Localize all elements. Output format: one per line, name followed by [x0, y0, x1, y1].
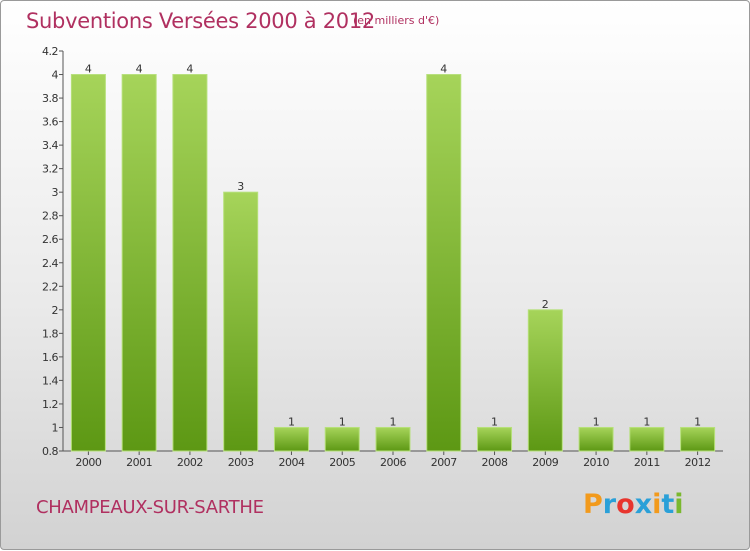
bar-2004: [273, 426, 309, 452]
x-tick-label: 2004: [278, 456, 304, 469]
y-tick-label: 2: [52, 304, 59, 317]
y-tick-label: 1.6: [42, 351, 58, 364]
logo-letter: t: [661, 489, 675, 520]
y-tick-label: 1.2: [42, 398, 58, 411]
data-label: 1: [593, 415, 600, 428]
bar-2009: [527, 309, 563, 452]
logo-letter: i: [674, 489, 684, 520]
data-label: 1: [339, 415, 346, 428]
y-tick-label: 2.2: [42, 280, 58, 293]
bar-2006: [375, 426, 411, 452]
chart-title: Subventions Versées 2000 à 2012: [26, 9, 375, 33]
y-tick-label: 3: [52, 186, 59, 199]
y-tick-label: 3.4: [42, 139, 58, 152]
logo-letter: o: [616, 489, 635, 520]
x-tick-label: 2009: [532, 456, 558, 469]
x-tick-label: 2000: [75, 456, 101, 469]
x-tick-label: 2005: [329, 456, 355, 469]
bar-2008: [477, 426, 513, 452]
data-label: 2: [542, 298, 549, 311]
y-tick-label: 4.2: [42, 45, 58, 58]
data-label: 1: [390, 415, 397, 428]
commune-name: CHAMPEAUX-SUR-SARTHE: [36, 497, 264, 518]
logo-letter: i: [652, 489, 662, 520]
unit-note: (en milliers d'€): [353, 14, 440, 27]
y-tick-label: 2.8: [42, 210, 58, 223]
x-tick-label: 2007: [431, 456, 457, 469]
x-tick-label: 2003: [228, 456, 254, 469]
bars: [70, 74, 716, 452]
axes: 0.8 1 1.2 1.4 1.6 1.8 2 2.2 2.4 2.6 2.8 3 3.2 3.4 3.6 3…: [42, 45, 723, 469]
x-tick-label: 2011: [634, 456, 660, 469]
logo-letter: x: [634, 489, 653, 520]
x-tick-label: 2002: [177, 456, 203, 469]
x-tick-label: 2010: [583, 456, 609, 469]
x-tick-label: 2012: [685, 456, 711, 469]
y-tick-label: 1: [52, 421, 59, 434]
y-tick-label: 3.6: [42, 116, 58, 129]
bar-2005: [324, 426, 360, 452]
data-label: 1: [288, 415, 295, 428]
bar-2001: [121, 74, 157, 452]
data-label: 4: [186, 63, 193, 76]
data-label: 4: [85, 63, 92, 76]
data-label: 1: [694, 415, 701, 428]
data-label: 4: [136, 63, 143, 76]
bar-2011: [629, 426, 665, 452]
y-tick-label: 3.8: [42, 92, 58, 105]
logo-letter: r: [602, 489, 617, 520]
proxiti-logo: Proxiti: [583, 489, 684, 520]
data-label: 4: [440, 63, 447, 76]
x-tick-label: 2006: [380, 456, 406, 469]
y-tick-label: 0.8: [42, 445, 58, 458]
y-tick-label: 1.8: [42, 327, 58, 340]
data-labels: 4 4 4 3 1 1 1 4 1 2 1 1 1: [85, 63, 701, 429]
y-tick-label: 3.2: [42, 163, 58, 176]
y-tick-label: 2.6: [42, 233, 58, 246]
bar-2007: [426, 74, 462, 452]
bar-2010: [578, 426, 614, 452]
y-tick-label: 2.4: [42, 257, 58, 270]
bar-2003: [223, 191, 259, 452]
x-tick-label: 2008: [482, 456, 508, 469]
bar-2000: [70, 74, 106, 452]
y-tick-label: 1.4: [42, 374, 58, 387]
data-label: 3: [237, 180, 244, 193]
bar-2012: [680, 426, 716, 452]
bar-2002: [172, 74, 208, 452]
data-label: 1: [643, 415, 650, 428]
y-tick-label: 4: [52, 69, 59, 82]
x-tick-label: 2001: [126, 456, 152, 469]
logo-letter: P: [583, 489, 603, 520]
data-label: 1: [491, 415, 498, 428]
